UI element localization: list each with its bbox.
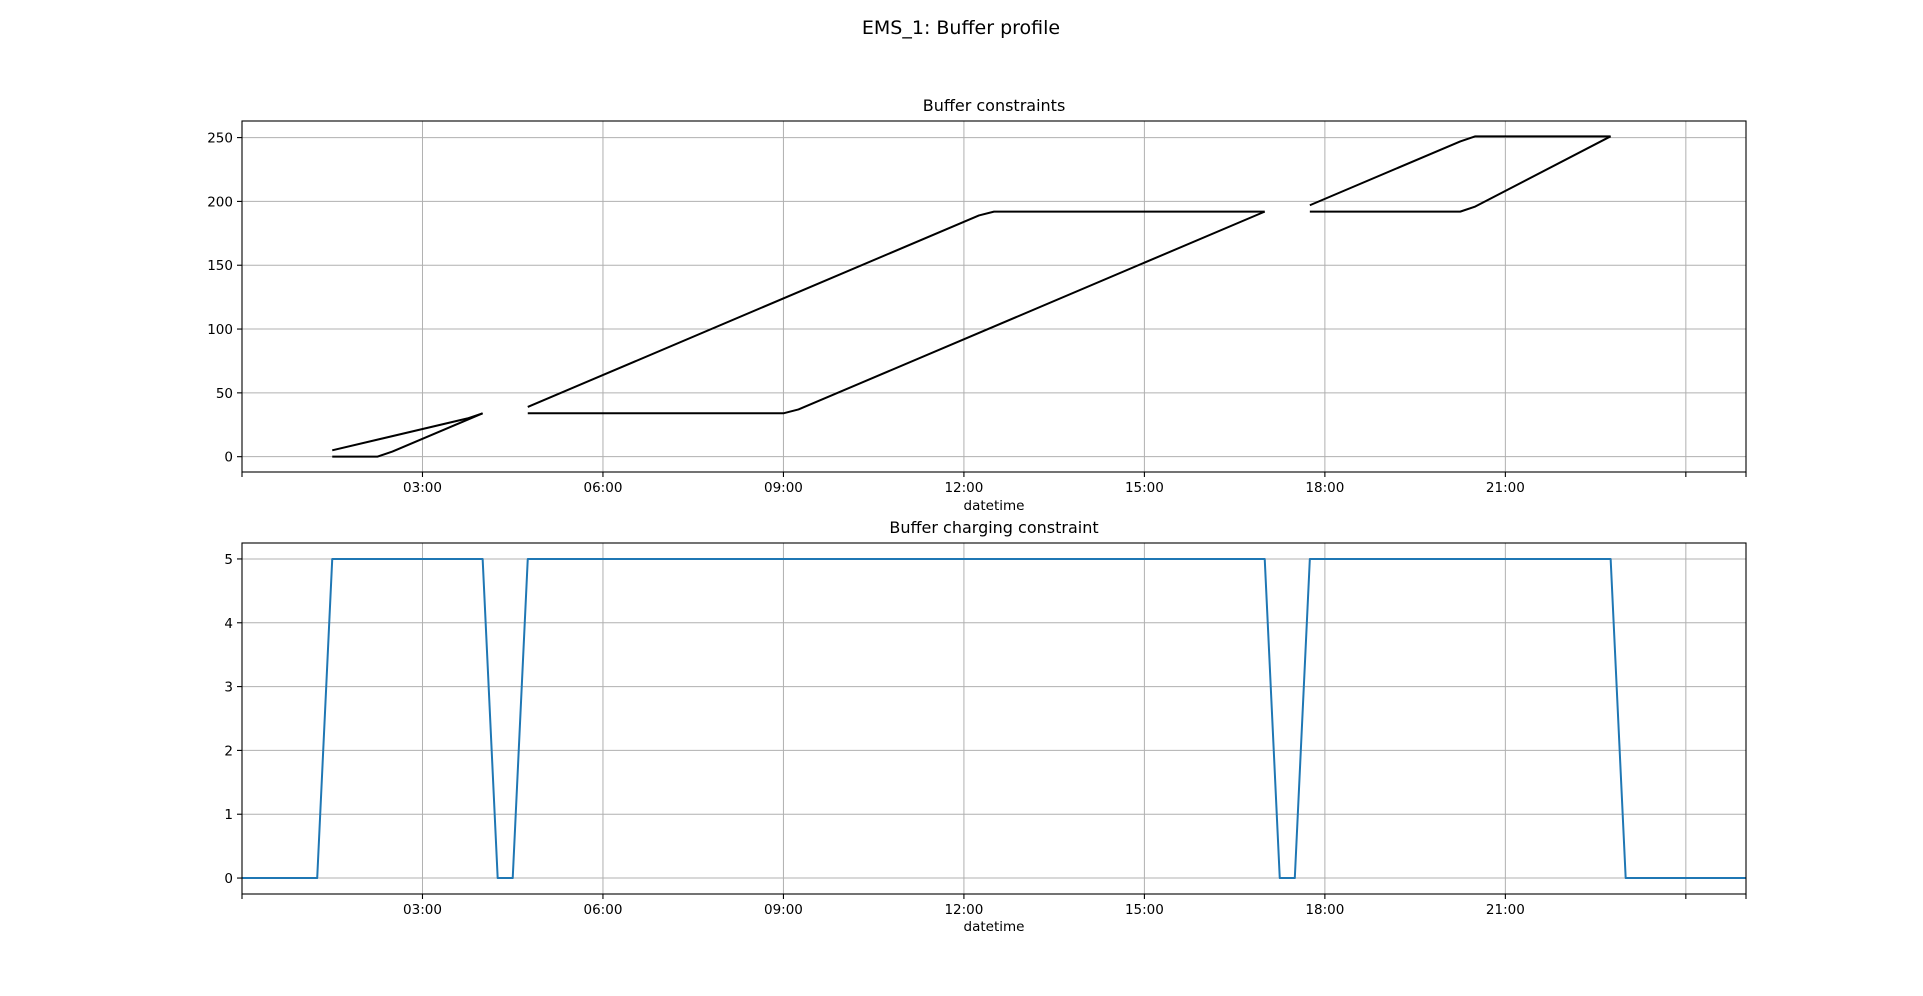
x-tick-label: 18:00 [1305, 902, 1344, 918]
x-tick-label: 06:00 [584, 480, 623, 496]
y-tick-label: 3 [224, 680, 233, 696]
y-tick-label: 5 [224, 552, 233, 568]
y-ticks: 0 50 100 150 200 250 [207, 131, 242, 466]
x-tick-label: 03:00 [403, 902, 442, 918]
x-ticks: 03:00 06:00 09:00 12:00 15:00 18:00 21:00 [241, 472, 1747, 496]
series-line [527, 210, 1265, 408]
series-group [242, 557, 1746, 880]
x-tick-label: 21:00 [1486, 902, 1525, 918]
x-tick-label: 06:00 [584, 902, 623, 918]
grid-lines [242, 121, 1746, 472]
x-ticks: 03:00 06:00 09:00 12:00 15:00 18:00 21:00 [241, 894, 1747, 918]
y-tick-label: 200 [207, 194, 233, 210]
x-tick-label: 03:00 [403, 480, 442, 496]
y-ticks: 0 1 2 3 4 5 [224, 552, 242, 887]
y-tick-label: 4 [224, 616, 233, 632]
x-tick-label: 15:00 [1125, 902, 1164, 918]
figure-title: EMS_1: Buffer profile [862, 17, 1060, 39]
series-line [527, 210, 1266, 415]
series-line [1309, 135, 1611, 207]
x-tick-label: 18:00 [1305, 480, 1344, 496]
x-tick-label: 21:00 [1486, 480, 1525, 496]
chart-title: Buffer charging constraint [889, 518, 1098, 537]
chart-buffer-constraints: Buffer constraints 0 50 100 150 200 250 03:00… [207, 96, 1747, 514]
series-line [1309, 135, 1612, 213]
series-group [332, 135, 1612, 458]
x-axis-label: datetime [964, 919, 1025, 935]
y-tick-label: 150 [207, 258, 233, 274]
y-tick-label: 0 [224, 450, 233, 466]
y-tick-label: 2 [224, 743, 233, 759]
y-tick-label: 50 [216, 386, 233, 402]
y-tick-label: 100 [207, 322, 233, 338]
series-line [332, 412, 484, 458]
grid-lines [242, 543, 1746, 894]
y-tick-label: 250 [207, 131, 233, 147]
x-tick-label: 09:00 [764, 480, 803, 496]
series-line [332, 412, 483, 452]
x-tick-label: 09:00 [764, 902, 803, 918]
y-tick-label: 1 [224, 807, 233, 823]
x-axis-label: datetime [964, 498, 1025, 514]
x-tick-label: 12:00 [944, 480, 983, 496]
axes-frame [241, 120, 1747, 473]
y-tick-label: 0 [224, 871, 233, 887]
axes-frame [241, 542, 1747, 895]
x-tick-label: 15:00 [1125, 480, 1164, 496]
x-tick-label: 12:00 [944, 902, 983, 918]
series-line [242, 557, 1746, 880]
chart-title: Buffer constraints [923, 96, 1066, 115]
